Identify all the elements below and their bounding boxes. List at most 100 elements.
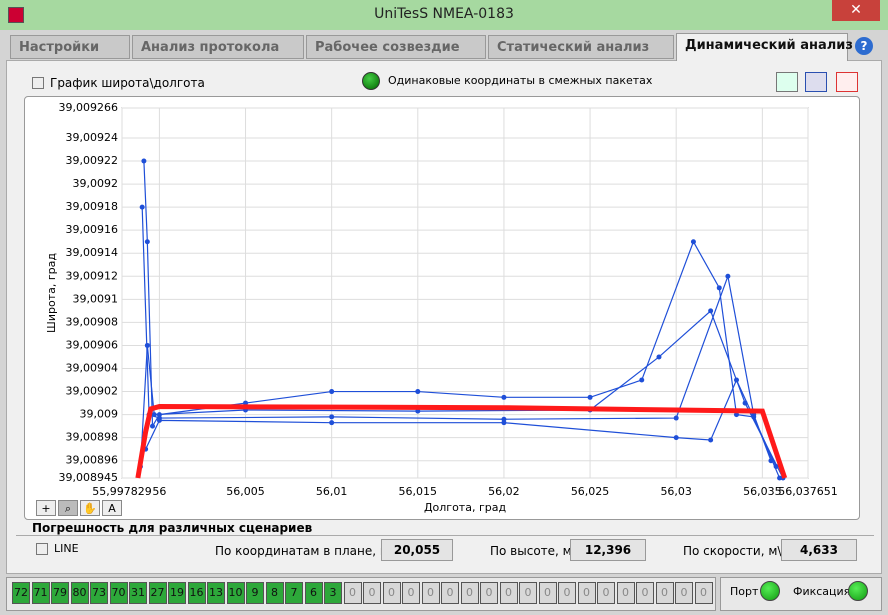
satellite-cell: 0: [636, 582, 654, 604]
y-tick-label: 39,00914: [66, 246, 119, 259]
data-point: [708, 308, 714, 314]
separator: [16, 535, 874, 536]
plot-area: [121, 107, 809, 479]
plot-tool[interactable]: ⌕: [58, 500, 78, 516]
satellite-cell: 0: [577, 582, 596, 604]
tab[interactable]: Динамический анализ: [676, 33, 853, 61]
data-point: [773, 463, 779, 469]
satellite-cell: 8: [265, 582, 284, 604]
satellite-cell: 0: [363, 582, 381, 604]
pause-button[interactable]: [805, 72, 827, 92]
y-tick-label: 39,00924: [66, 131, 119, 144]
satellite-cell: 79: [51, 582, 69, 604]
x-tick-label: 56,025: [571, 485, 610, 498]
data-point: [501, 420, 507, 426]
plot-tool[interactable]: ✋: [80, 500, 100, 516]
data-point: [690, 239, 696, 245]
data-point: [415, 389, 421, 395]
data-point: [156, 417, 162, 423]
satellite-cell: 72: [12, 582, 30, 604]
y-tick-label: 39,00916: [66, 223, 119, 236]
data-point: [329, 414, 335, 420]
scenario-selector[interactable]: LINE: [54, 542, 79, 555]
dropdown-arrow[interactable]: [32, 77, 44, 89]
satellite-cell: 0: [460, 582, 479, 604]
x-tick-label: 56,005: [226, 485, 265, 498]
data-point: [777, 475, 783, 481]
plot-tool[interactable]: +: [36, 500, 56, 516]
x-axis-label: Долгота, град: [424, 501, 507, 514]
satellite-cell: 0: [694, 582, 713, 604]
data-point: [725, 273, 731, 279]
satellite-cell: 0: [499, 582, 518, 604]
satellite-cell: 80: [70, 582, 89, 604]
data-point: [716, 285, 722, 291]
x-tick-label: 56,03: [660, 485, 692, 498]
x-tick-label: 56,035: [743, 485, 782, 498]
field-label: По координатам в плане, м: [215, 544, 389, 558]
satellite-cell: 0: [382, 582, 401, 604]
satellite-cell: 0: [480, 582, 498, 604]
tab[interactable]: Анализ протокола: [132, 35, 304, 59]
field-label: По скорости, м\с: [683, 544, 789, 558]
satellite-cell: 13: [207, 582, 225, 604]
y-tick-label: 39,00896: [66, 454, 119, 467]
y-tick-label: 39,00902: [66, 385, 119, 398]
satellite-cell: 6: [304, 582, 323, 604]
fix-label: Фиксация: [793, 585, 851, 598]
y-tick-label: 39,00906: [66, 338, 119, 351]
folder-button[interactable]: [776, 72, 798, 92]
close-button[interactable]: ✕: [832, 0, 880, 21]
tab[interactable]: Рабочее созвездие: [306, 35, 486, 59]
x-tick-label: 56,037651: [778, 485, 838, 498]
series-line: [135, 404, 788, 479]
data-point: [673, 435, 679, 441]
indicator-led: [362, 72, 380, 90]
tab[interactable]: Настройки: [10, 35, 130, 59]
satellite-cell: 16: [187, 582, 206, 604]
data-point: [656, 354, 662, 360]
y-axis-label: Широта, град: [45, 253, 58, 333]
data-point: [587, 394, 593, 400]
x-tick-label: 55,997829: [92, 485, 152, 498]
fix-led: [848, 581, 868, 601]
data-point: [329, 420, 335, 426]
field-value: 20,055: [381, 539, 453, 561]
dropdown-arrow[interactable]: [36, 543, 48, 555]
tab[interactable]: Статический анализ: [488, 35, 674, 59]
satellite-cell: 71: [31, 582, 50, 604]
satellite-cell: 0: [675, 582, 693, 604]
data-point: [673, 415, 679, 421]
satellite-cell: 0: [558, 582, 576, 604]
satellite-cell: 7: [285, 582, 303, 604]
field-label: По высоте, м: [490, 544, 572, 558]
title-bar: [0, 0, 888, 30]
section-title: Погрешность для различных сценариев: [32, 521, 313, 535]
satellite-cell: 0: [343, 582, 362, 604]
data-point: [151, 412, 157, 418]
satellite-cell: 3: [324, 582, 342, 604]
series-line: [145, 378, 777, 467]
series-line: [139, 309, 784, 479]
help-button[interactable]: ?: [855, 37, 873, 55]
satellite-cell: 10: [226, 582, 245, 604]
satellite-cell: 0: [597, 582, 615, 604]
satellite-cell: 0: [441, 582, 459, 604]
data-point: [329, 389, 335, 395]
data-point: [733, 377, 739, 383]
satellite-cell: 9: [246, 582, 264, 604]
y-tick-label: 39,0091: [73, 292, 119, 305]
plot-selector[interactable]: График широта\долгота: [50, 76, 205, 90]
x-tick-label: 56: [152, 485, 166, 498]
x-tick-label: 56,02: [488, 485, 520, 498]
satellite-cell: 0: [519, 582, 537, 604]
data-point: [639, 377, 645, 383]
plot-tool[interactable]: A: [102, 500, 122, 516]
satellite-cell: 0: [655, 582, 674, 604]
satellite-cell: 0: [616, 582, 635, 604]
clear-button[interactable]: [836, 72, 858, 92]
satellite-cell: 19: [168, 582, 186, 604]
port-label: Порт: [730, 585, 759, 598]
x-tick-label: 56,01: [316, 485, 348, 498]
